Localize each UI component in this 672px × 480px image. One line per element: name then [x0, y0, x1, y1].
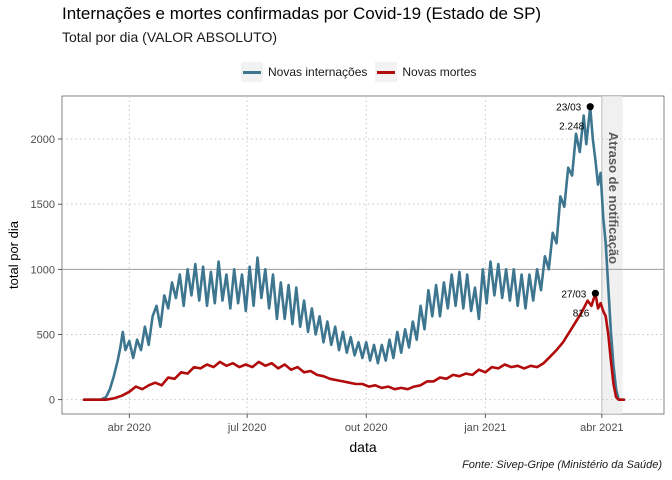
- x-tick-label: jan 2021: [463, 422, 506, 434]
- y-tick-label: 500: [37, 330, 55, 342]
- chart-legend: Novas internações Novas mortes: [241, 62, 484, 82]
- x-tick-label: abr 2020: [108, 422, 151, 434]
- x-tick-label: out 2020: [345, 422, 388, 434]
- y-tick-label: 1500: [31, 199, 55, 211]
- peak-value-label: 2.248: [559, 122, 584, 133]
- x-tick-label: abr 2021: [580, 422, 623, 434]
- series-line-mortes: [82, 292, 626, 401]
- y-axis-title: total por dia: [6, 220, 21, 289]
- y-tick-label: 0: [49, 395, 55, 407]
- peak-point: [586, 103, 594, 111]
- chart-subtitle: Total por dia (VALOR ABSOLUTO): [62, 29, 278, 45]
- plot-panel: [61, 95, 665, 415]
- peak-date-label: 23/03: [556, 103, 581, 114]
- notification-delay-label: Atraso de notificação: [606, 132, 621, 264]
- chart-caption: Fonte: Sivep-Gripe (Ministério da Saúde): [462, 459, 662, 471]
- peak-value-label: 816: [573, 308, 590, 319]
- legend-label-internacoes: Novas internações: [268, 65, 368, 79]
- peak-date-label: 27/03: [561, 289, 586, 300]
- legend-key-internacoes: [241, 62, 263, 82]
- legend-label-mortes: Novas mortes: [402, 65, 477, 79]
- legend-item-mortes: Novas mortes: [375, 62, 476, 82]
- x-tick-label: jul 2020: [227, 422, 267, 434]
- y-tick-label: 2000: [31, 134, 55, 146]
- y-tick-label: 1000: [31, 264, 55, 276]
- series-line-internacoes: [82, 105, 626, 401]
- chart-title: Internações e mortes confirmadas por Cov…: [62, 4, 542, 23]
- legend-item-internacoes: Novas internações: [241, 62, 367, 82]
- x-axis-title: data: [349, 439, 376, 455]
- legend-key-mortes: [375, 62, 398, 82]
- peak-point: [591, 289, 599, 297]
